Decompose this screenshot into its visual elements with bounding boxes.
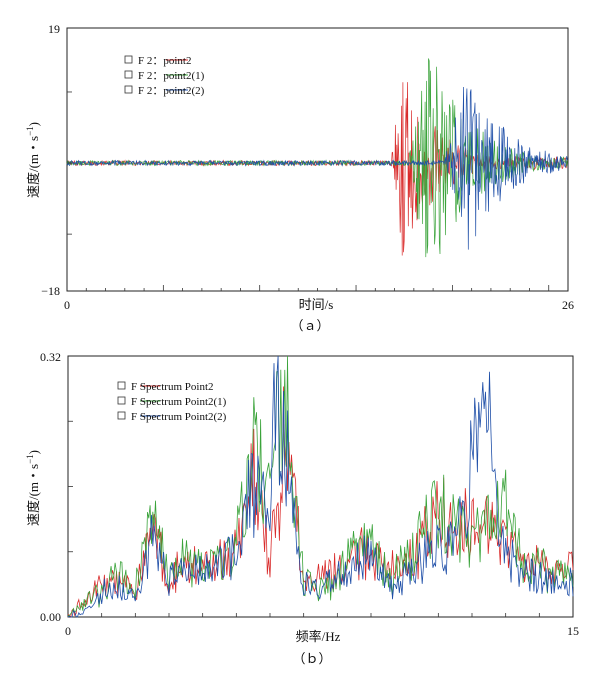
legend-label: F Spectrum Point2: [131, 381, 214, 393]
series-line: [67, 355, 574, 618]
chart-a: 19 −18 0 26 时间/s 速度/(m・s−1) （ａ） F 2：poin…: [25, 22, 574, 333]
chart-a-x-minor-ticks: [85, 285, 550, 291]
chart-b-x-minor-ticks: [101, 613, 540, 617]
chart-a-x-tick-end: 26: [562, 298, 574, 312]
chart-b-x-label: 频率/Hz: [296, 629, 341, 644]
legend-marker: [117, 396, 126, 405]
legend-marker: [117, 411, 126, 420]
legend-label: F 2：point2: [138, 55, 191, 67]
chart-a-y-tick-top: 19: [48, 22, 60, 36]
chart-b-y-tick-bottom: 0.00: [40, 610, 61, 624]
chart-a-x-label: 时间/s: [299, 297, 334, 312]
legend-marker: [124, 85, 133, 94]
chart-a-legend: F 2：point2 F 2：point2(1) F 2：point2(2): [124, 55, 205, 97]
chart-b-y-tick-top: 0.32: [40, 350, 61, 364]
legend-label: F 2：point2(2): [138, 85, 205, 97]
chart-b-y-minor-ticks: [68, 420, 73, 553]
legend-marker: [124, 55, 133, 64]
series-line: [66, 86, 568, 250]
legend-label: F Spectrum Point2(2): [131, 411, 227, 423]
chart-b-x-tick-end: 15: [567, 624, 579, 638]
chart-a-x-tick-start: 0: [64, 298, 70, 312]
legend-label: F Spectrum Point2(1): [131, 396, 227, 408]
chart-b-y-label: 速度/(m・s−1): [25, 450, 41, 526]
chart-a-y-label: 速度/(m・s−1): [25, 122, 41, 198]
chart-b: 0.32 0.00 0 15 频率/Hz 速度/(m・s−1) （ｂ） F Sp…: [25, 350, 579, 666]
chart-a-y-tick-bottom: −18: [41, 284, 60, 298]
series-line: [66, 58, 568, 258]
legend-marker: [117, 381, 126, 390]
legend-marker: [124, 70, 133, 79]
legend-label: F 2：point2(1): [138, 70, 205, 82]
chart-b-x-tick-start: 0: [65, 624, 71, 638]
chart-a-y-minor-ticks: [67, 91, 72, 235]
chart-b-caption: （ｂ）: [292, 651, 331, 666]
chart-b-legend: F Spectrum Point2 F Spectrum Point2(1) F S…: [117, 381, 227, 423]
chart-a-series-lines: [66, 58, 568, 258]
chart-b-series-lines: [67, 355, 574, 618]
chart-a-caption: （ａ）: [290, 318, 329, 333]
